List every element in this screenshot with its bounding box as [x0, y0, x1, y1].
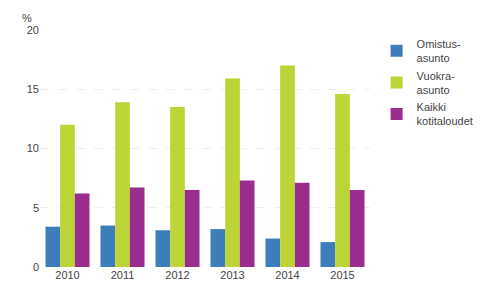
svg-text:20: 20	[27, 24, 39, 36]
svg-text:2012: 2012	[165, 269, 189, 281]
svg-text:2014: 2014	[275, 269, 299, 281]
svg-text:2013: 2013	[220, 269, 244, 281]
svg-text:%: %	[22, 12, 32, 24]
svg-text:Vuokra-asunto: Vuokra-asunto	[417, 70, 455, 96]
svg-text:Omistus-asunto: Omistus-asunto	[417, 38, 461, 64]
svg-text:Kaikkikotitaloudet: Kaikkikotitaloudet	[417, 101, 473, 127]
svg-text:0: 0	[33, 261, 39, 273]
svg-text:10: 10	[27, 142, 39, 154]
svg-text:2011: 2011	[111, 269, 135, 281]
svg-text:2015: 2015	[330, 269, 354, 281]
svg-text:5: 5	[33, 202, 39, 214]
svg-text:15: 15	[27, 83, 39, 95]
svg-text:2010: 2010	[55, 269, 79, 281]
